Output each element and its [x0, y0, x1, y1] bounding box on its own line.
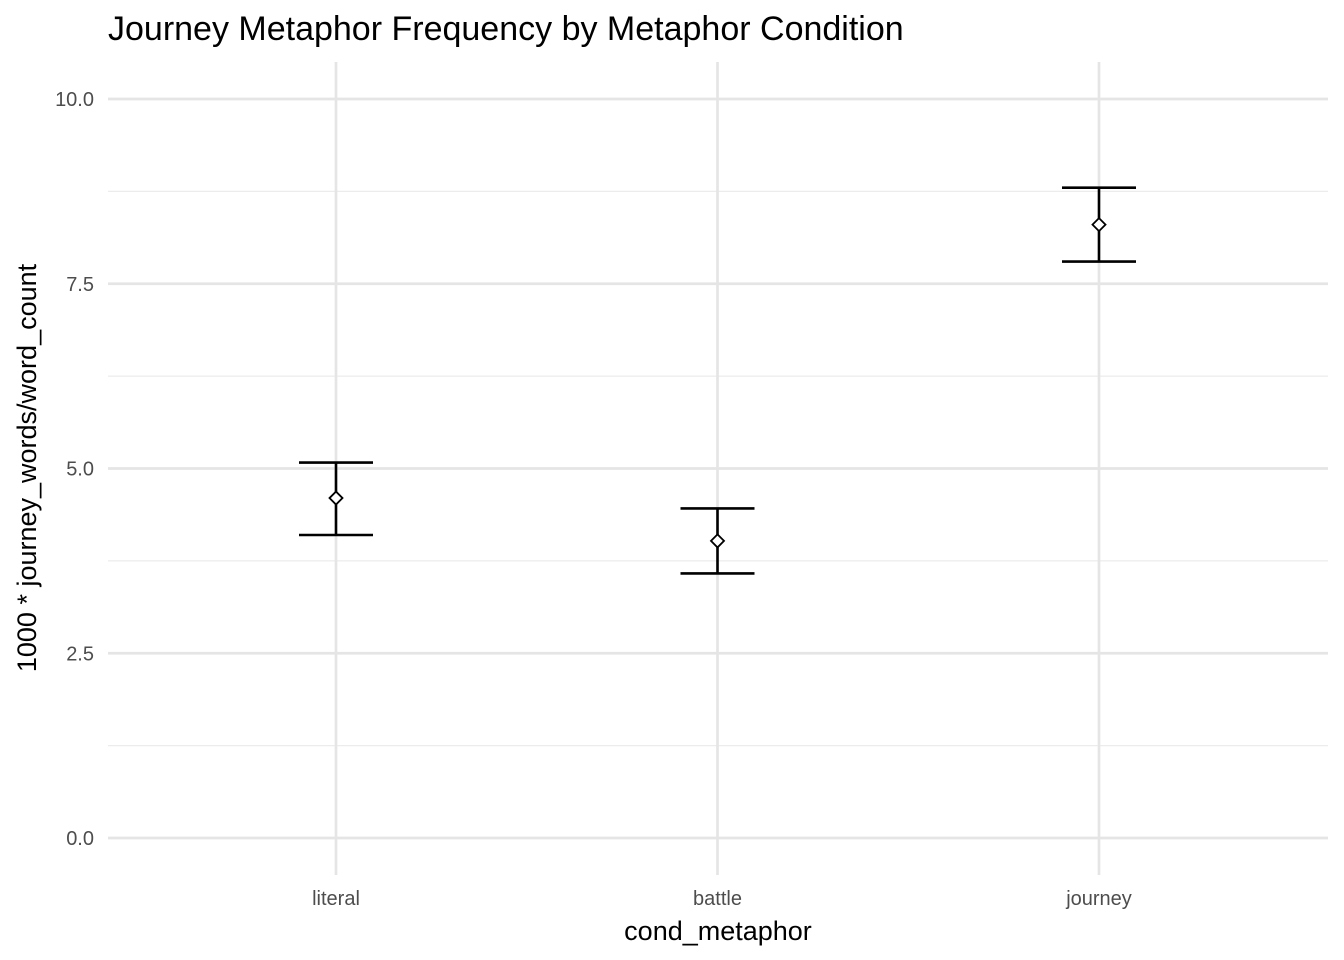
- mean-point-diamond: [709, 533, 726, 549]
- data-marks: [299, 186, 1136, 575]
- x-tick-label: battle: [693, 888, 742, 910]
- x-axis-title: cond_metaphor: [624, 916, 812, 946]
- x-tick-label: literal: [312, 888, 360, 910]
- y-tick-label: 0.0: [66, 828, 94, 850]
- y-axis-tick-labels: 0.0 2.5 5.0 7.5 10.0: [55, 89, 94, 850]
- y-tick-label: 5.0: [66, 459, 94, 481]
- y-tick-label: 10.0: [55, 89, 94, 111]
- mean-point-diamond: [1091, 216, 1107, 233]
- y-tick-label: 2.5: [66, 643, 94, 665]
- x-axis-tick-labels: literal battle journey: [312, 888, 1132, 910]
- y-tick-label: 7.5: [66, 274, 94, 296]
- y-axis-title: 1000 * journey_words/word_count: [12, 263, 42, 672]
- x-tick-label: journey: [1065, 888, 1132, 910]
- grid-lines: [108, 62, 1328, 875]
- mean-point-diamond: [328, 490, 344, 506]
- chart-title: Journey Metaphor Frequency by Metaphor C…: [108, 10, 904, 48]
